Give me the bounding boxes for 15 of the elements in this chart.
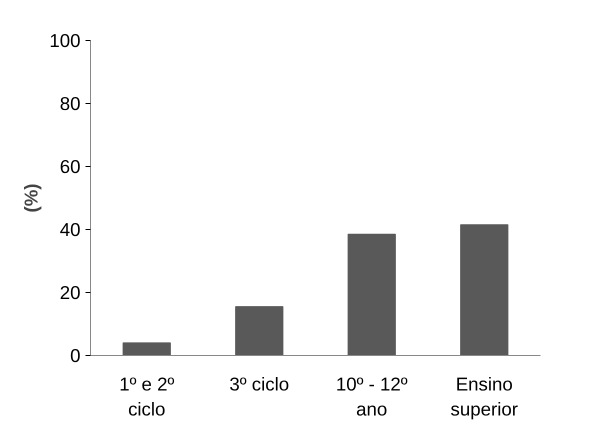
y-tick-label: 80 bbox=[60, 93, 81, 114]
y-tick-label: 0 bbox=[70, 345, 81, 366]
bar bbox=[460, 224, 508, 356]
bar bbox=[348, 234, 396, 356]
y-tick-label: 40 bbox=[60, 219, 81, 240]
y-tick-label: 20 bbox=[60, 282, 81, 303]
y-tick-label: 60 bbox=[60, 156, 81, 177]
y-tick-label: 100 bbox=[49, 30, 81, 51]
bar bbox=[235, 306, 284, 356]
bar bbox=[122, 342, 171, 356]
x-tick-label: 1º e 2º ciclo bbox=[119, 374, 174, 420]
x-tick-label: 10º - 12º ano bbox=[336, 374, 408, 420]
y-axis-title: (%) bbox=[20, 183, 42, 213]
x-tick-label: Ensino superior bbox=[450, 374, 518, 420]
x-tick-label: 3º ciclo bbox=[229, 374, 290, 394]
